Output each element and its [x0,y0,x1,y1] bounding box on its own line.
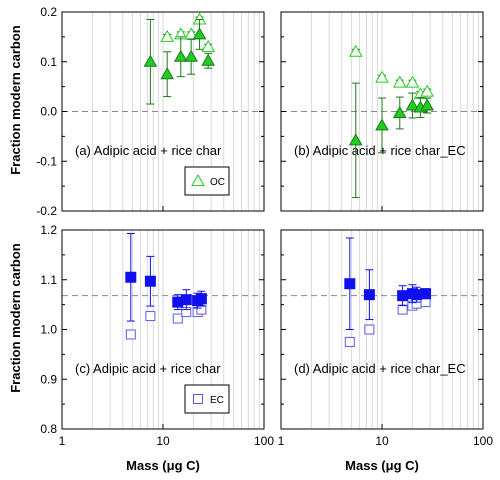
x-tick-label: 100 [254,434,274,448]
data-point [125,271,137,283]
y-tick-label: -0.2 [36,204,57,218]
data-point [392,75,407,88]
legend-label: OC [210,177,225,188]
panel-label: (a) Adipic acid + rice char [75,143,222,158]
data-point [125,329,136,340]
y-tick-label: 0.0 [40,105,57,119]
x-tick-label: 10 [375,434,389,448]
x-tick-label: 1 [278,434,285,448]
data-point [143,54,158,67]
data-point [397,290,409,302]
x-tick-label: 1 [59,434,66,448]
data-point [420,84,435,97]
y-tick-label: 0.8 [40,422,57,436]
data-point [420,288,432,300]
legend-marker [193,394,203,404]
panel-label: (c) Adipic acid + rice char [75,361,221,376]
panel-d: 1 10 100 (d) Adipic acid + rice char_EC [278,229,493,448]
data-point [364,324,375,335]
panel-a: -0.2 -0.1 0.0 0.1 0.2 (a) Adipic acid + rice … [36,5,265,218]
y-tick-label: 1.0 [40,323,57,337]
panel-label: (b) Adipic acid + rice char_EC [294,143,466,158]
data-point [348,133,363,146]
y-tick-label: 1.2 [40,223,57,237]
data-point [201,53,216,66]
data-point [144,275,156,287]
y-tick-label: 0.1 [40,55,57,69]
y-tick-label: -0.1 [36,154,57,168]
data-point [201,39,216,52]
legend-marker [191,173,205,186]
x-axis-title-left: Mass (μg C) [126,458,200,473]
data-point [397,304,408,315]
data-point [145,311,156,322]
data-point [184,49,199,62]
data-point [375,118,389,131]
data-point [363,289,375,301]
data-point [348,44,363,57]
panel-label: (d) Adipic acid + rice char_EC [294,361,466,376]
y-tick-label: 0.9 [40,372,57,386]
panel-c: 0.8 0.9 1.0 1.1 1.2 1 10 100 (c) Adipic acid + r… [40,223,274,448]
data-point [375,70,389,83]
data-point [420,98,435,111]
data-point [192,27,207,40]
data-point [173,49,188,62]
y-tick-label: 1.1 [40,273,57,287]
data-point [160,29,175,42]
data-point [405,75,420,88]
legend-box [184,384,230,414]
data-point [392,105,407,118]
panel-b: (b) Adipic acid + rice char_EC [280,11,484,212]
x-axis-title-right: Mass (μg C) [345,458,419,473]
data-point [180,294,192,306]
data-point [172,313,183,324]
x-tick-label: 100 [473,434,493,448]
y-axis-title-bottom: Fraction modern carbon [8,243,23,393]
data-point [344,278,356,290]
data-point [405,98,420,111]
data-point [195,293,207,305]
x-tick-label: 10 [156,434,170,448]
y-tick-label: 0.2 [40,5,57,19]
legend-box [184,166,230,196]
data-point [160,67,175,80]
y-axis-title-top: Fraction modern carbon [8,25,23,175]
legend-label: EC [210,395,224,406]
data-point [344,336,355,347]
